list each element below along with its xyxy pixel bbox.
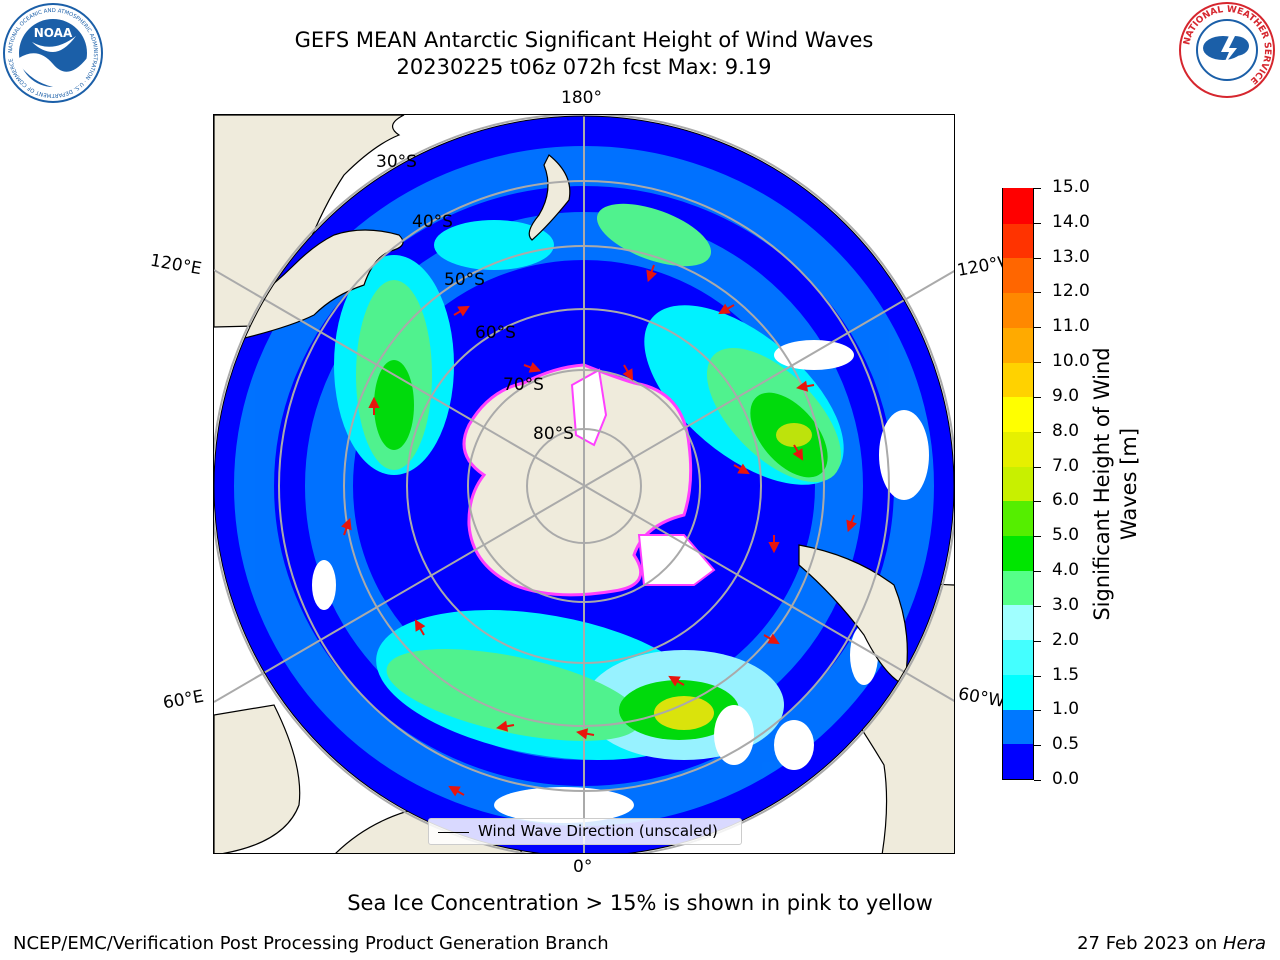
colorbar-tick-label: 9.0	[1052, 385, 1080, 406]
colorbar-segment	[1003, 535, 1033, 571]
colorbar-tick-label: 8.0	[1052, 420, 1080, 441]
colorbar	[1002, 188, 1034, 780]
colorbar-tick	[1034, 745, 1041, 747]
colorbar-tick	[1034, 222, 1041, 224]
colorbar-tick-label: 5.0	[1052, 525, 1080, 546]
colorbar-title-line2: Waves [m]	[1117, 427, 1141, 541]
colorbar-tick-label: 1.5	[1052, 664, 1080, 685]
colorbar-tick	[1034, 431, 1041, 433]
colorbar-tick	[1034, 327, 1041, 329]
lon-label-120e: 120°E	[148, 250, 204, 280]
colorbar-tick	[1034, 466, 1041, 468]
colorbar-tick	[1034, 710, 1041, 712]
colorbar-tick-label: 10.0	[1052, 351, 1090, 372]
colorbar-segment	[1003, 570, 1033, 606]
colorbar-tick	[1034, 257, 1041, 259]
colorbar-segment	[1003, 639, 1033, 675]
lon-label-180: 180°	[561, 88, 602, 108]
colorbar-tick-label: 12.0	[1052, 281, 1090, 302]
colorbar-tick	[1034, 362, 1041, 364]
colorbar-segment	[1003, 396, 1033, 432]
colorbar-tick	[1034, 571, 1041, 573]
lat-label-70s: 70°S	[503, 375, 544, 395]
colorbar-segment	[1003, 292, 1033, 328]
lat-label-30s: 30°S	[376, 152, 417, 172]
colorbar-segment	[1003, 188, 1033, 224]
colorbar-tick	[1034, 396, 1041, 398]
colorbar-segment	[1003, 361, 1033, 398]
polar-map	[213, 114, 955, 854]
colorbar-tick-label: 14.0	[1052, 211, 1090, 232]
legend-line-icon	[438, 832, 469, 833]
noaa-logo-text: NOAA	[34, 26, 73, 40]
colorbar-tick	[1034, 292, 1041, 294]
colorbar-tick	[1034, 605, 1041, 607]
lat-label-50s: 50°S	[444, 270, 485, 290]
footer-right: 27 Feb 2023 on Hera	[1077, 933, 1266, 954]
colorbar-tick-label: 0.0	[1052, 769, 1080, 789]
colorbar-tick	[1034, 675, 1041, 677]
colorbar-segment	[1003, 257, 1033, 294]
chart-subtitle: 20230225 t06z 072h fcst Max: 9.19	[396, 55, 772, 79]
nws-logo-icon: NATIONAL WEATHER SERVICE	[1177, 0, 1277, 100]
lon-label-60e: 60°E	[161, 686, 206, 714]
colorbar-tick	[1034, 640, 1041, 642]
colorbar-tick-label: 7.0	[1052, 455, 1080, 476]
colorbar-title: Significant Height of Wind Waves [m]	[1089, 284, 1143, 684]
footer-date: 27 Feb 2023 on	[1077, 933, 1223, 954]
colorbar-segment	[1003, 674, 1033, 710]
lon-label-0: 0°	[573, 857, 593, 877]
colorbar-tick-label: 4.0	[1052, 560, 1080, 581]
legend-label: Wind Wave Direction (unscaled)	[478, 822, 718, 840]
colorbar-tick-label: 0.5	[1052, 734, 1080, 755]
noaa-logo-icon: NOAA NATIONAL OCEANIC AND ATMOSPHERIC AD…	[2, 2, 104, 104]
chart-title: GEFS MEAN Antarctic Significant Height o…	[294, 28, 874, 52]
colorbar-tick	[1034, 501, 1041, 503]
lon-label-60w: 60°W	[956, 684, 1007, 712]
colorbar-tick-label: 13.0	[1052, 246, 1090, 267]
colorbar-tick-label: 6.0	[1052, 490, 1080, 511]
colorbar-segment	[1003, 743, 1033, 779]
colorbar-tick	[1034, 536, 1041, 538]
colorbar-segment	[1003, 327, 1033, 363]
colorbar-tick-label: 2.0	[1052, 629, 1080, 650]
sea-ice-note: Sea Ice Concentration > 15% is shown in …	[347, 891, 933, 915]
colorbar-segment	[1003, 604, 1033, 641]
footer-left: NCEP/EMC/Verification Post Processing Pr…	[13, 933, 609, 954]
colorbar-tick-label: 11.0	[1052, 316, 1090, 337]
colorbar-segment	[1003, 709, 1033, 745]
colorbar-tick	[1034, 780, 1041, 781]
wind-wave-arrows	[341, 264, 857, 797]
colorbar-segment	[1003, 500, 1033, 537]
colorbar-tick-label: 3.0	[1052, 594, 1080, 615]
colorbar-tick	[1034, 188, 1041, 189]
graticule	[214, 115, 954, 853]
colorbar-tick-label: 15.0	[1052, 177, 1090, 197]
lat-label-40s: 40°S	[412, 212, 453, 232]
colorbar-tick-label: 1.0	[1052, 699, 1080, 720]
colorbar-segment	[1003, 223, 1033, 259]
lat-label-80s: 80°S	[533, 424, 574, 444]
colorbar-title-line1: Significant Height of Wind	[1090, 347, 1114, 621]
footer-host: Hera	[1222, 933, 1266, 954]
legend-box: Wind Wave Direction (unscaled)	[428, 818, 742, 845]
colorbar-segment	[1003, 431, 1033, 467]
colorbar-segment	[1003, 466, 1033, 502]
lat-label-60s: 60°S	[475, 323, 516, 343]
